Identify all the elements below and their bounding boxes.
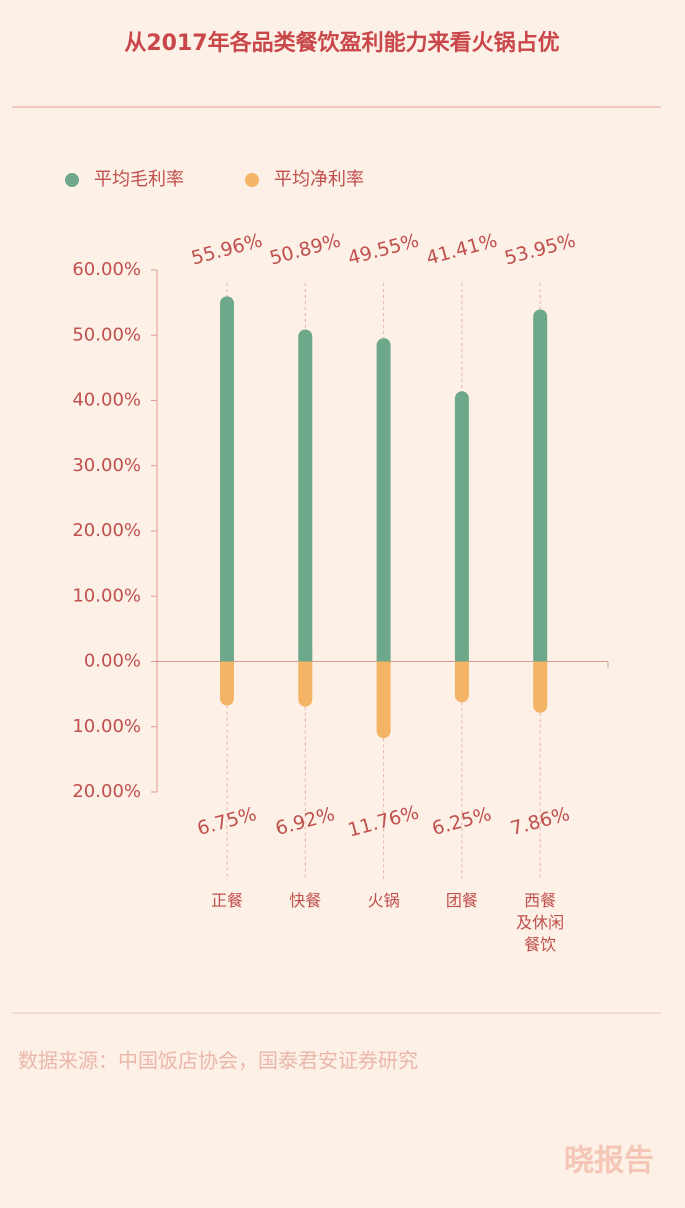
bar bbox=[220, 296, 234, 662]
bar-base bbox=[376, 654, 391, 662]
y-tick-label: 60.00% bbox=[72, 259, 141, 280]
source: 数据来源：中国饭店协会，国泰君安证券研究 bbox=[18, 1049, 418, 1073]
x-tick-label: 西餐 及休闲 餐饮 bbox=[516, 891, 565, 954]
bar-base bbox=[220, 654, 234, 662]
bar-base bbox=[533, 654, 548, 662]
bar-base bbox=[454, 654, 469, 662]
bar bbox=[454, 661, 469, 703]
bar-base bbox=[533, 661, 548, 669]
chart-title: 从2017年各品类餐饮盈利能力来看火锅占优 bbox=[124, 30, 559, 56]
legend-label: 平均毛利率 bbox=[94, 169, 184, 190]
bar-base bbox=[220, 661, 234, 669]
bar bbox=[298, 661, 313, 707]
bar bbox=[454, 391, 469, 662]
y-tick-label: 10.00% bbox=[72, 716, 141, 737]
bar bbox=[376, 661, 391, 739]
bar bbox=[298, 329, 313, 662]
y-tick-label: 0.00% bbox=[84, 651, 141, 672]
watermark: 晓报告 bbox=[564, 1144, 654, 1179]
bar-base bbox=[298, 661, 313, 669]
x-tick-label: 快餐 bbox=[289, 891, 322, 910]
data-label: 49.55% bbox=[346, 230, 422, 270]
bar bbox=[220, 661, 234, 706]
y-tick-label: 20.00% bbox=[72, 781, 141, 802]
data-label: 41.41% bbox=[424, 230, 500, 270]
legend-label: 平均净利率 bbox=[274, 169, 364, 190]
data-label: 50.89% bbox=[267, 230, 343, 270]
data-label: 55.96% bbox=[189, 230, 265, 270]
y-tick-label: 10.00% bbox=[72, 585, 141, 606]
y-tick-label: 30.00% bbox=[72, 455, 141, 476]
x-tick-label: 正餐 bbox=[210, 891, 243, 910]
legend-marker bbox=[245, 173, 259, 187]
bar-base bbox=[298, 654, 313, 662]
bar bbox=[533, 309, 548, 662]
x-tick-label: 火锅 bbox=[367, 891, 400, 910]
y-tick-label: 50.00% bbox=[72, 324, 141, 345]
y-tick-label: 20.00% bbox=[72, 520, 141, 541]
y-tick-label: 40.00% bbox=[72, 390, 141, 411]
data-label: 53.95% bbox=[502, 230, 578, 270]
bar-base bbox=[454, 661, 469, 669]
bar bbox=[533, 661, 548, 713]
x-tick-label: 团餐 bbox=[445, 891, 478, 910]
bar-base bbox=[376, 661, 391, 669]
legend-marker bbox=[65, 173, 79, 187]
bar bbox=[376, 338, 391, 662]
